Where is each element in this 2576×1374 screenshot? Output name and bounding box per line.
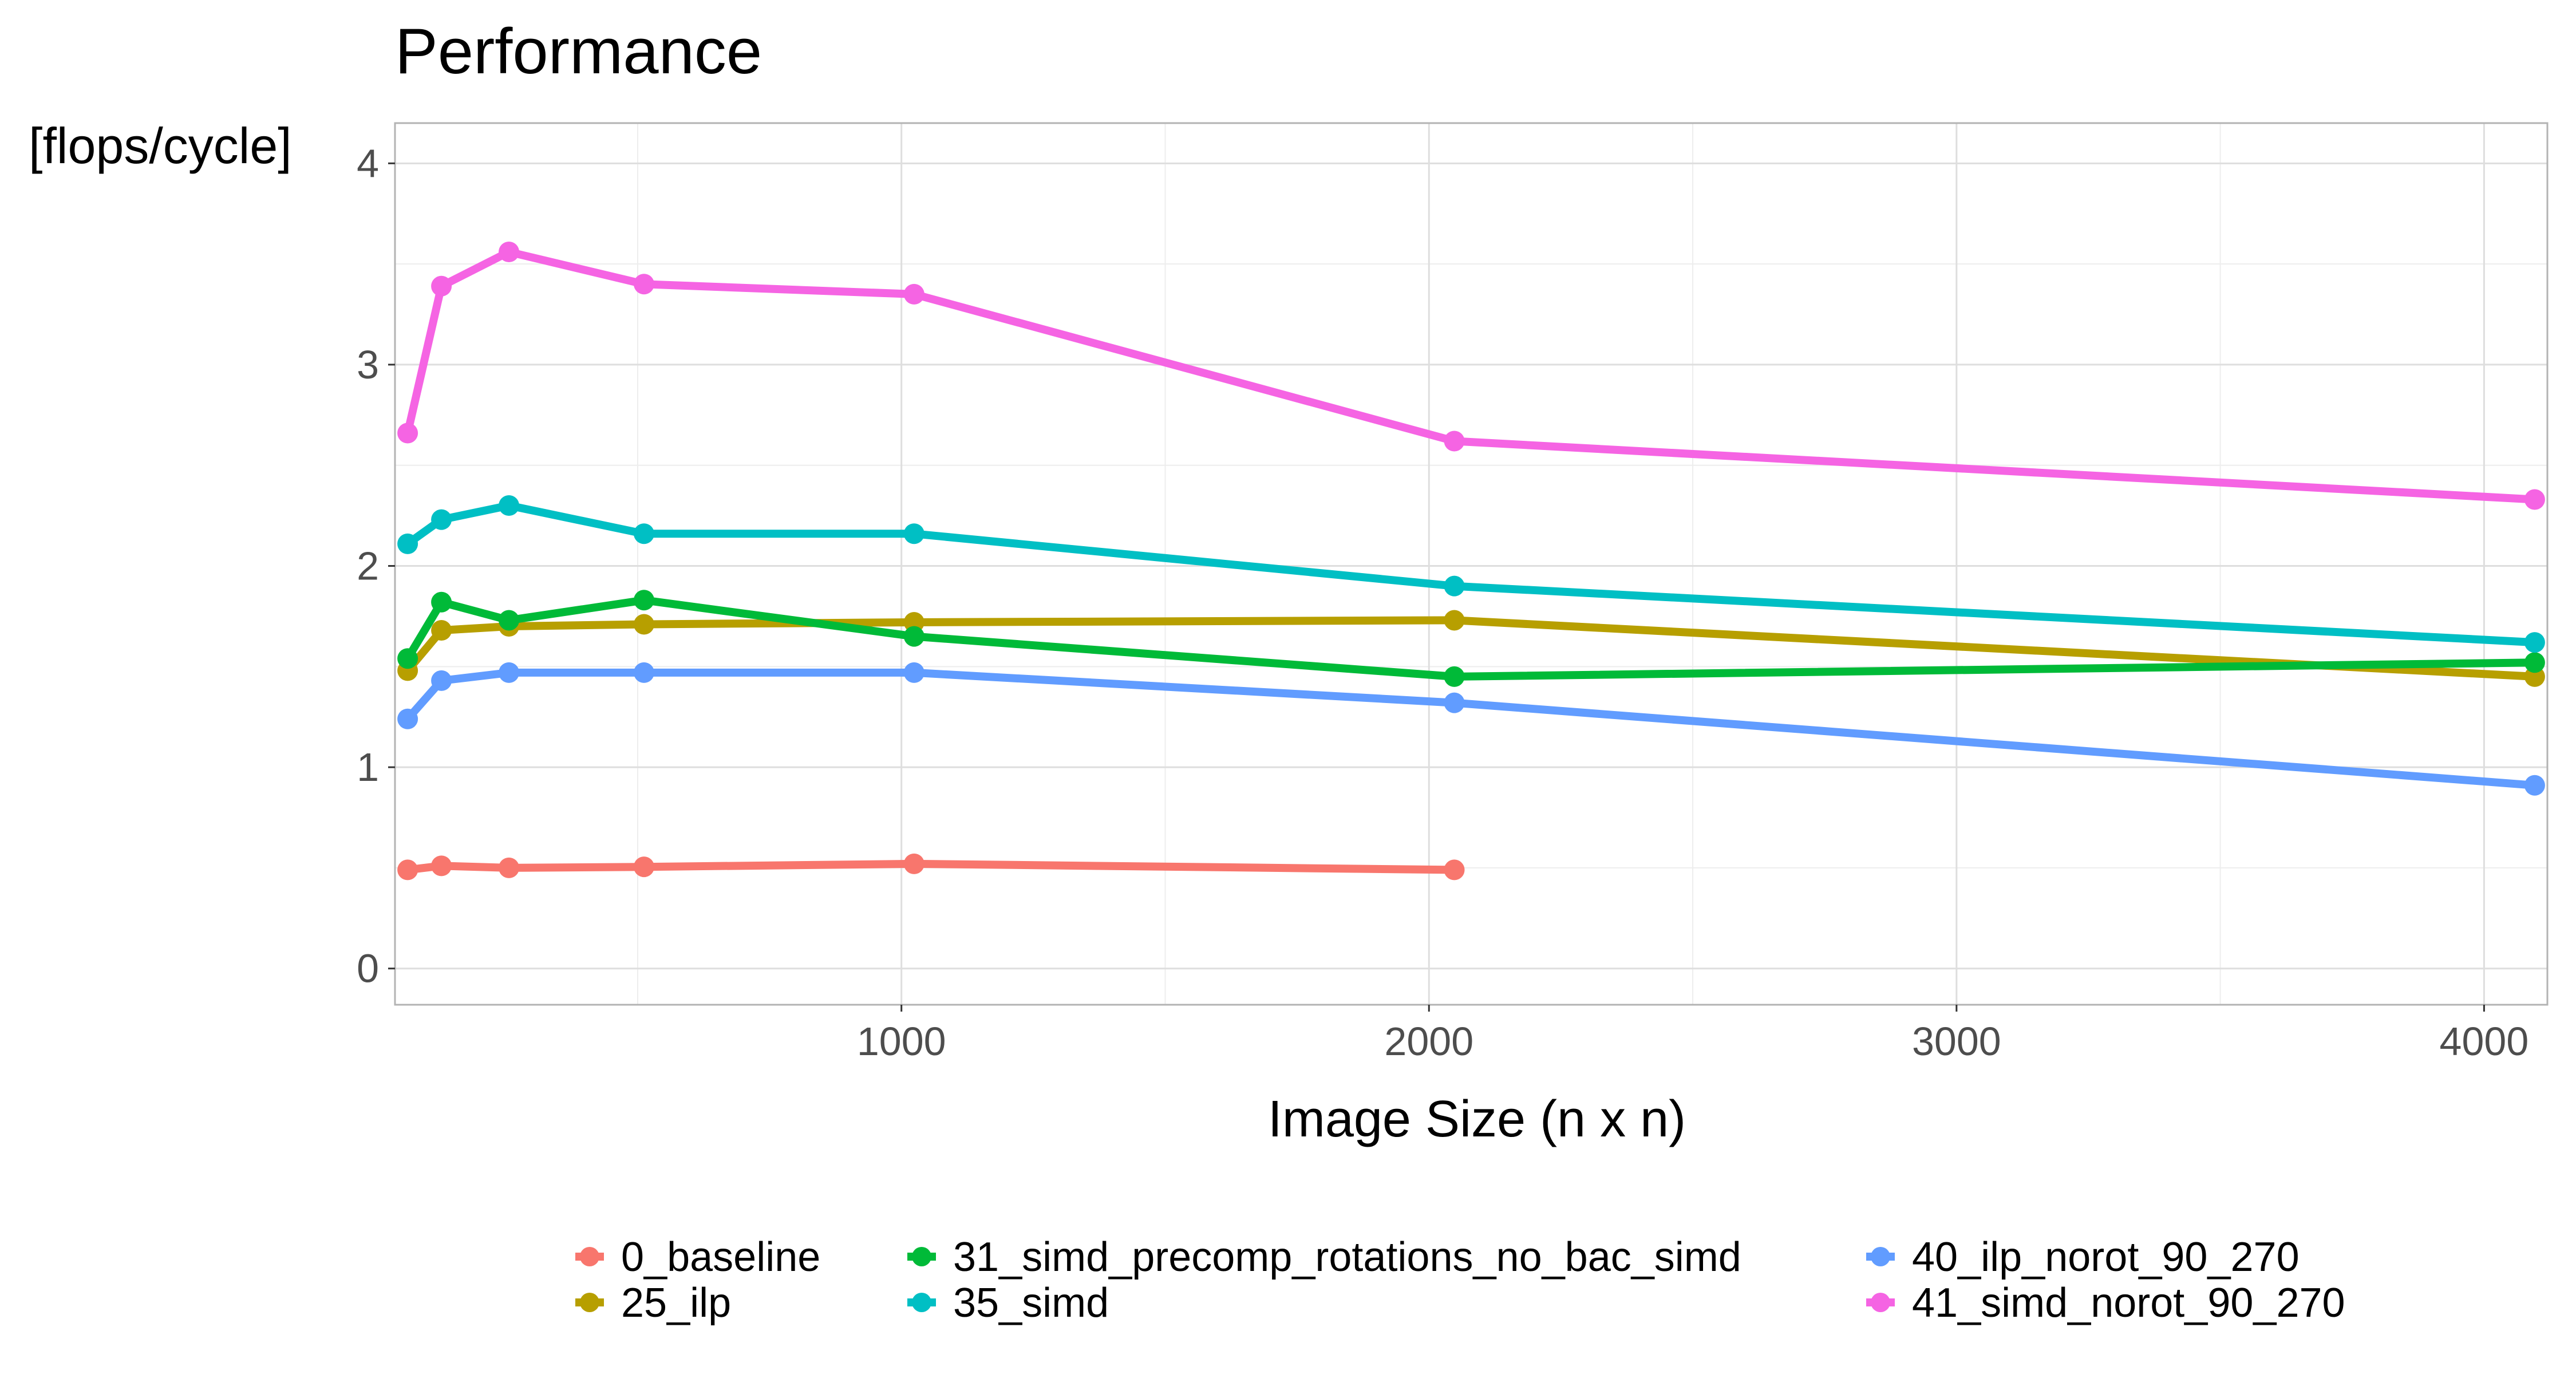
legend-key-point xyxy=(580,1247,599,1266)
data-point xyxy=(397,423,418,444)
data-point xyxy=(1444,666,1465,687)
axis-ticks: 0 1 2 3 4 1000 2000 3000 4000 xyxy=(357,141,2528,1064)
y-tick-label: 0 xyxy=(357,946,379,991)
data-point xyxy=(633,614,654,635)
data-point xyxy=(2524,652,2545,673)
legend-item-40_ilp_norot_90_270: 40_ilp_norot_90_270 xyxy=(1866,1234,2300,1280)
data-point xyxy=(431,620,452,641)
series-line xyxy=(404,596,2539,681)
data-point xyxy=(903,283,924,305)
data-point xyxy=(2524,775,2545,796)
data-point xyxy=(499,242,520,263)
legend-key-point xyxy=(912,1293,931,1312)
chart-title: Performance xyxy=(395,15,762,87)
legend-item-35_simd: 35_simd xyxy=(907,1280,1109,1326)
x-tick-label: 1000 xyxy=(857,1019,946,1064)
data-point xyxy=(499,495,520,516)
x-tick-label: 3000 xyxy=(1912,1019,2001,1064)
data-point xyxy=(2524,666,2545,687)
legend-label: 0_baseline xyxy=(621,1234,820,1280)
data-point xyxy=(431,275,452,297)
data-point xyxy=(397,859,418,881)
series-line xyxy=(404,668,2539,789)
data-point xyxy=(903,662,924,683)
legend-item-0_baseline: 0_baseline xyxy=(575,1234,820,1280)
data-point xyxy=(633,856,654,878)
legend-item-31_simd_precomp_rotations_no_bac_simd: 31_simd_precomp_rotations_no_bac_simd xyxy=(907,1234,1741,1280)
data-point xyxy=(1444,575,1465,597)
data-point xyxy=(903,611,924,633)
legend-label: 41_simd_norot_90_270 xyxy=(1912,1280,2345,1326)
plot-panel-border xyxy=(394,122,2549,1006)
series-line xyxy=(404,248,2539,504)
legend-key-point xyxy=(1871,1247,1890,1266)
legend-label: 31_simd_precomp_rotations_no_bac_simd xyxy=(953,1234,1741,1280)
y-tick-label: 2 xyxy=(357,544,379,589)
y-tick-label: 3 xyxy=(357,342,379,387)
x-tick-label: 4000 xyxy=(2440,1019,2529,1064)
data-point xyxy=(633,523,654,544)
y-tick-label: 4 xyxy=(357,141,379,185)
data-point xyxy=(633,274,654,295)
series-41_simd_norot_90_270 xyxy=(397,242,2545,510)
data-point xyxy=(431,855,452,876)
data-point xyxy=(903,523,924,544)
y-axis-label: [flops/cycle] xyxy=(29,117,292,174)
data-point xyxy=(903,626,924,647)
series-lines xyxy=(397,242,2545,881)
series-line xyxy=(404,859,1459,874)
data-point xyxy=(431,670,452,691)
data-point xyxy=(1444,431,1465,452)
x-axis-label: Image Size (n x n) xyxy=(1268,1091,1686,1148)
legend-key-point xyxy=(580,1293,599,1312)
legend-key-point xyxy=(912,1247,931,1266)
grid xyxy=(395,123,2547,1005)
legend-item-25_ilp: 25_ilp xyxy=(575,1280,731,1326)
data-point xyxy=(1444,692,1465,713)
data-point xyxy=(397,648,418,669)
data-point xyxy=(499,610,520,631)
series-40_ilp_norot_90_270 xyxy=(397,662,2545,796)
data-point xyxy=(633,662,654,683)
x-tick-label: 2000 xyxy=(1384,1019,1473,1064)
data-point xyxy=(1444,610,1465,631)
data-point xyxy=(1444,859,1465,881)
legend-item-41_simd_norot_90_270: 41_simd_norot_90_270 xyxy=(1866,1280,2345,1326)
data-point xyxy=(903,853,924,874)
data-point xyxy=(2524,632,2545,653)
data-point xyxy=(397,533,418,554)
legend-label: 25_ilp xyxy=(621,1280,731,1326)
y-tick-label: 1 xyxy=(357,745,379,789)
legend-label: 40_ilp_norot_90_270 xyxy=(1912,1234,2300,1280)
data-point xyxy=(499,857,520,878)
series-0_baseline xyxy=(397,853,1465,881)
series-35_simd xyxy=(397,495,2545,653)
data-point xyxy=(633,590,654,611)
legend-key-point xyxy=(1871,1293,1890,1312)
data-point xyxy=(431,509,452,530)
data-point xyxy=(397,708,418,729)
data-point xyxy=(499,662,520,683)
data-point xyxy=(2524,489,2545,510)
data-point xyxy=(431,591,452,613)
series-31_simd_precomp_rotations_no_bac_simd xyxy=(397,590,2545,687)
legend-label: 35_simd xyxy=(953,1280,1109,1326)
